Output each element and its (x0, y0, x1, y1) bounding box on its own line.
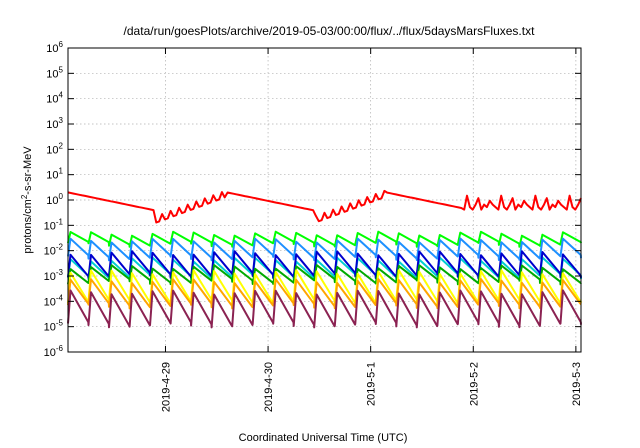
y-tick-label: 102 (46, 141, 63, 156)
chart-title: /data/run/goesPlots/archive/2019-05-03/0… (124, 24, 536, 38)
x-tick-label: 2019-4-30 (263, 362, 275, 412)
y-tick-label: 10-1 (44, 217, 64, 232)
y-tick-label: 104 (46, 91, 63, 106)
x-tick-label: 2019-5-1 (366, 362, 378, 406)
x-tick-label: 2019-4-29 (160, 362, 172, 412)
y-tick-label: 105 (46, 65, 63, 80)
series-lines (67, 189, 582, 329)
y-axis-label-suffix: -s-sr-MeV (22, 146, 34, 195)
series-line (67, 289, 582, 329)
y-tick-label: 10-5 (44, 319, 64, 334)
x-tick-label: 2019-5-3 (571, 362, 583, 406)
y-tick-label: 10-2 (44, 243, 64, 258)
series-line (67, 230, 582, 248)
y-tick-label: 106 (46, 40, 63, 55)
y-axis-label-prefix: protons/cm (22, 199, 34, 253)
y-axis-ticks: 106 105 104 103 102 101 100 10-1 10-2 10-3 10-4 10-… (44, 40, 581, 359)
y-axis-label: protons/cm2-s-sr-MeV (20, 146, 34, 254)
y-tick-label: 10-6 (44, 344, 64, 359)
y-axis-label-sup: 2 (20, 194, 29, 199)
y-tick-label: 103 (46, 116, 63, 131)
x-axis-ticks: 2019-4-29 2019-4-30 2019-5-1 2019-5-2 2019-5… (160, 48, 583, 412)
y-tick-label: 10-3 (44, 268, 64, 283)
y-tick-label: 101 (46, 167, 63, 182)
x-tick-label: 2019-5-2 (468, 362, 480, 406)
y-tick-label: 100 (46, 192, 63, 207)
series-line (67, 189, 582, 224)
series-line (67, 237, 582, 262)
x-axis-label: Coordinated Universal Time (UTC) (239, 432, 408, 444)
y-tick-label: 10-4 (44, 293, 64, 308)
series-line (67, 264, 582, 286)
